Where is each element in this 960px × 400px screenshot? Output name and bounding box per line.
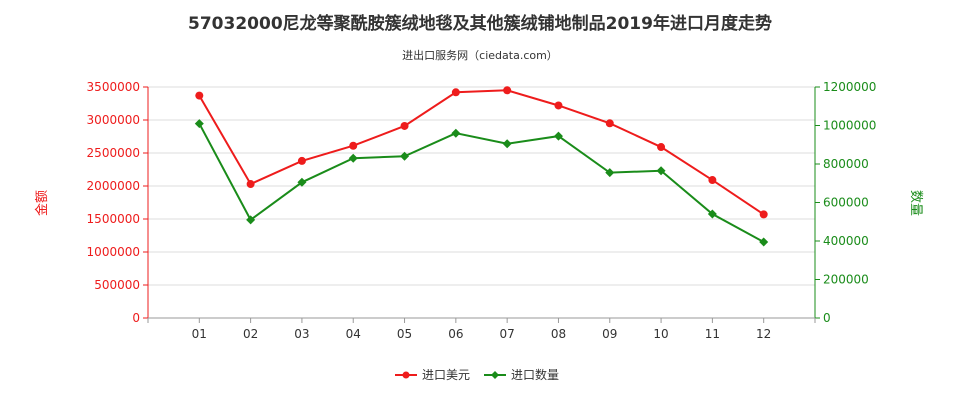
series-0-point	[451, 88, 460, 97]
series-0-point	[400, 121, 409, 130]
y-right-tick-label: 400000	[823, 234, 869, 248]
x-tick-label: 03	[294, 327, 309, 341]
x-tick-label: 12	[756, 327, 771, 341]
axes	[147, 87, 816, 319]
x-tick-label: 05	[397, 327, 412, 341]
y-right-tick-label: 0	[823, 311, 831, 325]
y-left-tick-label: 2500000	[87, 146, 140, 160]
x-tick-label: 02	[243, 327, 258, 341]
series-line-1	[198, 123, 765, 243]
x-tick-label: 09	[602, 327, 617, 341]
x-tick-label: 01	[192, 327, 207, 341]
legend-label-usd: 进口美元	[422, 368, 470, 382]
series-1-point	[553, 131, 563, 141]
y-right-tick-label: 800000	[823, 157, 869, 171]
chart-subtitle: 进出口服务网（ciedata.com）	[402, 48, 558, 62]
y-left-tick-label: 0	[132, 311, 140, 325]
legend-item-quantity[interactable]: 进口数量	[484, 367, 559, 382]
series-0-point	[246, 180, 255, 189]
y-left-tick-label: 1000000	[87, 245, 140, 259]
legend-label-quantity: 进口数量	[511, 367, 559, 382]
grid	[148, 86, 815, 286]
series-line-0	[198, 89, 765, 216]
series-layer	[194, 86, 769, 247]
series-1-point	[297, 177, 307, 187]
series-0-point	[297, 156, 306, 165]
series-0-point	[503, 86, 512, 95]
x-tick-label: 08	[551, 327, 566, 341]
chart-title: 57032000尼龙等聚酰胺簇绒地毯及其他簇绒铺地制品2019年进口月度走势	[188, 13, 772, 34]
series-0-point	[605, 119, 614, 128]
y-right-tick-label: 200000	[823, 273, 869, 287]
y-right-tick-label: 600000	[823, 196, 869, 210]
x-tick-label: 10	[653, 327, 668, 341]
y-left-tick-label: 1500000	[87, 212, 140, 226]
x-tick-label: 11	[705, 327, 720, 341]
series-1-point	[759, 237, 769, 247]
y-left-tick-label: 3500000	[87, 80, 140, 94]
x-tick-label: 06	[448, 327, 463, 341]
legend-item-usd[interactable]: 进口美元	[395, 368, 470, 382]
series-1-point	[707, 209, 717, 219]
series-0-point	[195, 91, 204, 100]
y-left-tick-label: 3000000	[87, 113, 140, 127]
y-axis-right-label: 数量	[908, 190, 923, 216]
x-tick-label: 07	[500, 327, 515, 341]
y-left-tick-label: 2000000	[87, 179, 140, 193]
series-1-point	[656, 166, 666, 176]
series-1-point	[194, 119, 204, 129]
series-1-point	[348, 153, 358, 163]
y-axis-left-ticks: 0 500000 1000000 1500000 2000000 2500000 30000…	[87, 80, 148, 325]
legend: 进口美元 进口数量	[395, 367, 559, 382]
x-tick-label: 04	[346, 327, 361, 341]
x-axis-ticks: 01 02 03 04 05 06 07 08 09 10 11 12	[147, 318, 816, 341]
y-right-tick-label: 1000000	[823, 119, 876, 133]
y-right-tick-label: 1200000	[823, 80, 876, 94]
series-1-point	[400, 151, 410, 161]
series-0-point	[554, 101, 563, 110]
series-1-point	[502, 139, 512, 149]
series-0-point	[759, 210, 768, 219]
y-axis-left-label: 金额	[34, 190, 50, 216]
y-left-tick-label: 500000	[94, 278, 140, 292]
series-1-point	[451, 128, 461, 138]
series-0-point	[349, 141, 358, 150]
series-0-point	[657, 143, 666, 152]
y-axis-right-ticks: 0 200000 400000 600000 800000 1000000 1200000	[815, 80, 876, 325]
series-0-point	[708, 176, 717, 185]
series-1-point	[246, 215, 256, 225]
series-1-point	[605, 168, 615, 178]
